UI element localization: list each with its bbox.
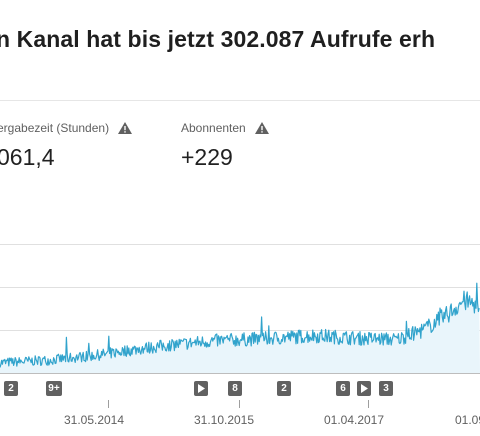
annotation-marker-play[interactable] <box>357 381 371 396</box>
x-tick <box>368 400 369 408</box>
views-area <box>0 283 480 373</box>
warning-icon[interactable] <box>118 122 132 134</box>
metric-value-watchtime: 061,4 <box>0 144 55 170</box>
x-tick <box>239 400 240 408</box>
views-line <box>0 282 480 368</box>
play-icon <box>198 384 205 393</box>
annotation-marker[interactable]: 2 <box>277 381 291 396</box>
annotation-marker[interactable]: 9+ <box>46 381 62 396</box>
metric-value-subscribers: +229 <box>181 144 233 170</box>
x-axis-label: 01.04.2017 <box>323 413 385 427</box>
x-tick <box>108 400 109 408</box>
annotation-marker-play[interactable] <box>194 381 208 396</box>
warning-icon[interactable] <box>255 122 269 134</box>
page-title: n Kanal hat bis jetzt 302.087 Aufrufe er… <box>0 26 436 52</box>
annotation-marker[interactable]: 6 <box>336 381 350 396</box>
x-axis-label: 01.09 <box>454 413 480 427</box>
annotation-marker[interactable]: 8 <box>228 381 242 396</box>
x-axis-label: 31.05.2014 <box>63 413 125 427</box>
play-icon <box>361 384 368 393</box>
annotation-marker[interactable]: 2 <box>4 381 18 396</box>
metric-label-subscribers: Abonnenten <box>181 121 246 135</box>
header-divider <box>0 100 480 101</box>
x-axis-label: 31.10.2015 <box>193 413 255 427</box>
metric-label-watchtime: ergabezeit (Stunden) <box>0 121 110 135</box>
annotation-marker[interactable]: 3 <box>379 381 393 396</box>
